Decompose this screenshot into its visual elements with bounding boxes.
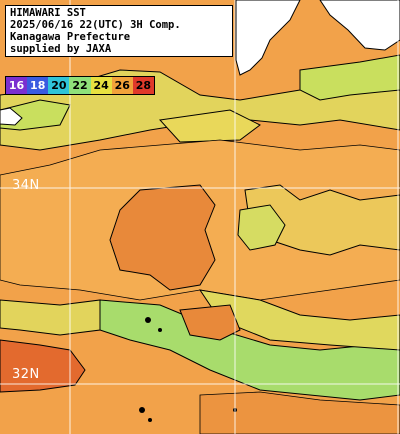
title-line-4: supplied by JAXA — [10, 43, 112, 55]
lat-label-34n: 34N — [12, 178, 40, 193]
southern-green-band — [99, 299, 400, 401]
island-3 — [139, 407, 145, 413]
legend-cell-24: 24 — [90, 77, 112, 94]
southern-yellow-band — [0, 299, 101, 336]
land-north — [235, 0, 301, 76]
yellow-strip-se — [198, 289, 400, 351]
green-patch-ne — [299, 54, 400, 101]
title-line-1: HIMAWARI SST — [10, 7, 86, 19]
legend-cell-22: 22 — [69, 77, 91, 94]
sw-warm-pool — [0, 339, 86, 393]
lat-label-32n: 32N — [12, 367, 40, 382]
island-1 — [145, 317, 151, 323]
legend-cell-26: 26 — [111, 77, 133, 94]
land-nw-coast — [0, 107, 23, 126]
legend-cell-18: 18 — [27, 77, 49, 94]
island-2 — [158, 328, 162, 332]
map-title-box: HIMAWARI SST 2025/06/16 22(UTC) 3H Comp.… — [5, 5, 233, 57]
warm-core — [109, 184, 216, 291]
title-line-3: Kanagawa Prefecture — [10, 31, 131, 43]
title-line-2: 2025/06/16 22(UTC) 3H Comp. — [10, 19, 181, 31]
south-warm-patch — [179, 304, 241, 341]
color-legend: 16 18 20 22 24 26 28 — [5, 76, 155, 95]
legend-cell-20: 20 — [48, 77, 70, 94]
legend-cell-16: 16 — [6, 77, 28, 94]
southeast-warm-strip — [199, 391, 400, 434]
eastern-green-loop — [237, 204, 286, 251]
land-northeast — [319, 0, 400, 51]
island-5 — [148, 418, 152, 422]
legend-cell-28: 28 — [132, 77, 154, 94]
